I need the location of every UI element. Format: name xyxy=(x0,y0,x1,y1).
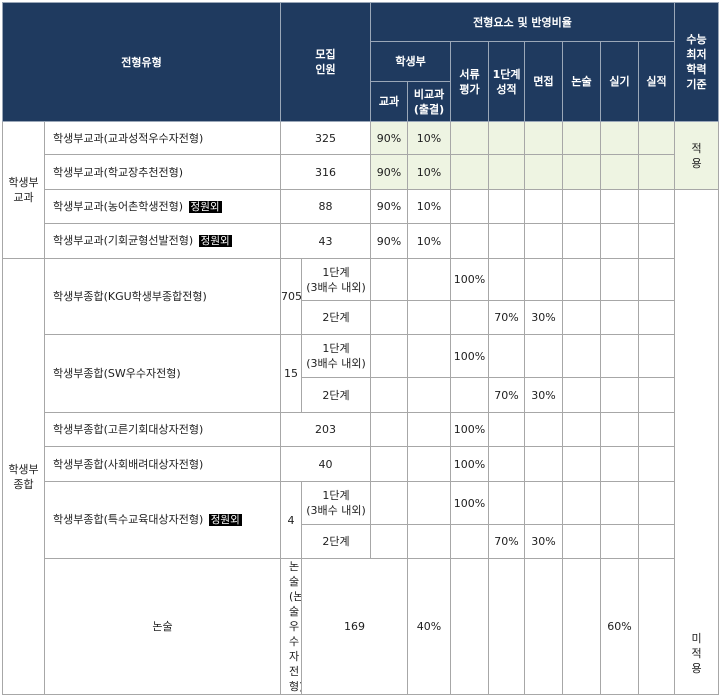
csat-not-applied: 미 적 용 xyxy=(674,189,719,695)
header-type: 전형유형 xyxy=(1,2,282,122)
table-row: 논술 논술(논술우수자전형) 169 40% 60% xyxy=(3,558,719,695)
table-row: 학생부교과(기회균형선발전형) 정원외 43 90% 10% xyxy=(3,223,719,259)
group-subject: 학생부 교과 xyxy=(2,121,45,259)
header-practical: 실기 xyxy=(600,41,640,122)
table-row: 학생부 교과 학생부교과(교과성적우수자전형) 325 90% 10% 적 용 xyxy=(2,121,719,259)
header-elements: 전형요소 및 반영비율 xyxy=(370,2,676,42)
header-record: 학생부 xyxy=(370,41,452,82)
header-stage1: 1단계 성적 xyxy=(488,41,526,122)
header-document: 서류 평가 xyxy=(450,41,490,122)
table-row: 학생부종합(고른기회대상자전형) 203 100% xyxy=(3,412,719,447)
out-of-quota-badge: 정원외 xyxy=(208,514,242,526)
header-csat: 수능 최저 학력 기준 xyxy=(674,2,719,122)
group-comprehensive: 학생부 종합 xyxy=(2,258,45,695)
header-achievement: 실적 xyxy=(638,41,676,122)
out-of-quota-badge: 정원외 xyxy=(188,200,222,213)
header-interview: 면접 xyxy=(524,41,564,122)
table-row: 학생부종합(SW우수자전형) 15 1단계 (3배수 내외) 100% xyxy=(3,334,719,413)
table-row: 학생부 종합 학생부종합(KGU학생부종합전형) 705 1단계 (3배수 내외… xyxy=(2,258,719,695)
table-row: 2단계 70% 30% xyxy=(3,300,719,335)
table-row: 학생부교과(농어촌학생전형) 정원외 88 90% 10% 미 적 용 xyxy=(3,189,719,695)
group-essay: 논술 xyxy=(43,558,282,695)
header-record-nonsubject: 비교과 (출결) xyxy=(407,81,452,122)
table-row: 학생부종합(특수교육대상자전형) 정원외 4 1단계 (3배수 내외) 100% xyxy=(3,481,719,559)
row-name: 학생부교과(교과성적우수자전형) xyxy=(43,121,282,155)
header-record-subject: 교과 xyxy=(370,81,409,122)
out-of-quota-badge: 정원외 xyxy=(198,235,232,247)
table-row: 학생부교과(학교장추천전형) 316 90% 10% xyxy=(3,154,719,190)
table-row: 학생부종합(사회배려대상자전형) 40 100% xyxy=(3,446,719,482)
header-quota: 모집 인원 xyxy=(280,2,372,122)
row-quota: 325 xyxy=(280,121,372,155)
header-essay: 논술 xyxy=(562,41,602,122)
csat-applied: 적 용 xyxy=(674,121,719,190)
